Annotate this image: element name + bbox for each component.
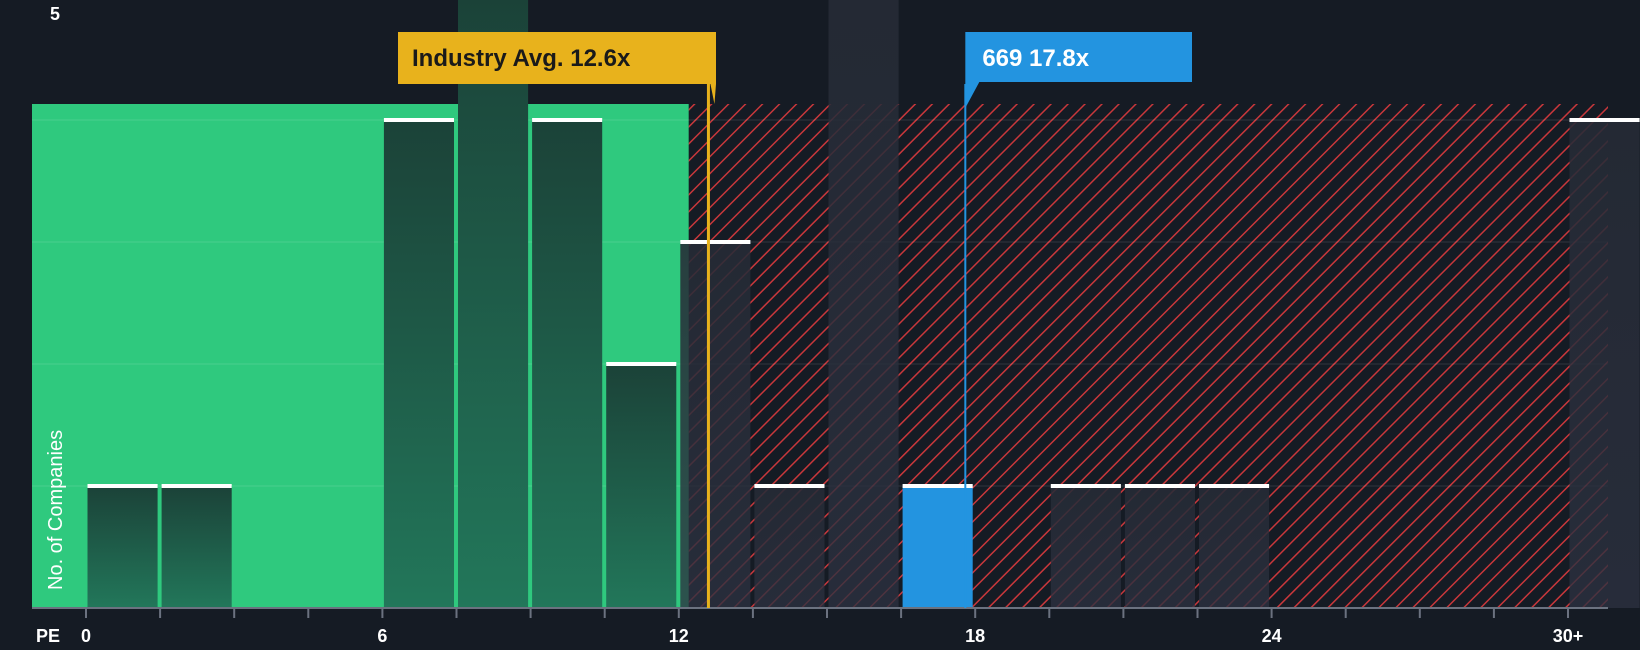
bar	[680, 242, 751, 608]
bar	[383, 120, 454, 608]
bar-top-cap	[1569, 118, 1640, 122]
x-tick-label: 30+	[1553, 626, 1584, 646]
bar	[532, 120, 603, 608]
x-tick-label: 12	[669, 626, 689, 646]
bar-top-cap	[606, 362, 677, 366]
bar	[1050, 486, 1121, 608]
bar-top-cap	[902, 484, 973, 488]
bar	[828, 0, 899, 608]
bar	[87, 486, 158, 608]
company-pe-label: 669 17.8x	[982, 45, 1089, 72]
bar-top-cap	[680, 240, 751, 244]
industry-average-label: Industry Avg. 12.6x	[412, 45, 631, 72]
bar	[754, 486, 825, 608]
x-tick-label: 24	[1262, 626, 1282, 646]
y-tick-label-5: 5	[50, 4, 60, 24]
bar	[606, 364, 677, 608]
industry-average-marker: Industry Avg. 12.6x	[398, 32, 716, 608]
bar-top-cap	[1050, 484, 1121, 488]
bar-top-cap	[1199, 484, 1270, 488]
company-pe-callout	[965, 32, 1192, 108]
industry-average-callout	[398, 32, 716, 104]
x-tick-label: 18	[965, 626, 985, 646]
x-tick-label: 0	[81, 626, 91, 646]
bar-top-cap	[383, 118, 454, 122]
bar	[1569, 120, 1640, 608]
bar	[458, 0, 529, 608]
bar	[161, 486, 232, 608]
y-axis-label: No. of Companies	[45, 430, 67, 590]
x-axis-ticks: 0 6 12 18 24 30+	[81, 608, 1583, 646]
bar-top-cap	[87, 484, 158, 488]
bars	[87, 0, 1640, 608]
bar-top-cap	[532, 118, 603, 122]
bar-top-cap	[1124, 484, 1195, 488]
bar-top-cap	[754, 484, 825, 488]
bar-highlighted	[902, 486, 973, 608]
x-axis-label: PE	[36, 626, 60, 646]
bar	[1199, 486, 1270, 608]
bar-top-cap	[161, 484, 232, 488]
company-marker: 669 17.8x	[964, 32, 1192, 608]
bar	[1124, 486, 1195, 608]
x-tick-label: 6	[377, 626, 387, 646]
